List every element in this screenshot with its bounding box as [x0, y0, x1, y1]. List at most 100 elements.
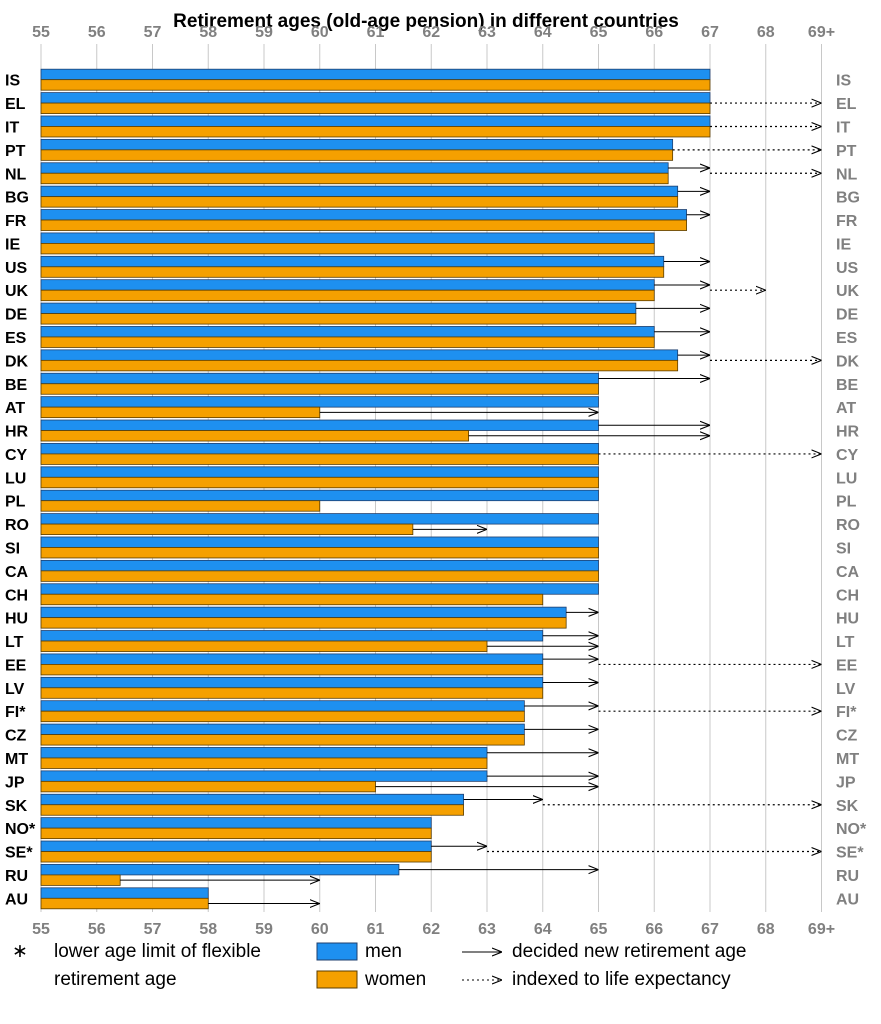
country-label-right: JP [836, 774, 856, 791]
bar-women [40, 874, 121, 886]
bar-women [40, 500, 321, 512]
x-tick-label-top: 67 [701, 24, 719, 41]
bar-men [40, 723, 525, 735]
legend-footnote-mark: ∗ [12, 941, 28, 962]
country-label-right: CA [836, 564, 860, 581]
country-label-left: SI [5, 540, 20, 557]
x-tick-label-bottom: 58 [199, 921, 217, 938]
x-tick-label-top: 61 [367, 24, 385, 41]
bar-men [40, 676, 544, 689]
x-tick-label-top: 55 [32, 24, 50, 41]
x-tick-label-top: 63 [478, 24, 496, 41]
bar-men [40, 770, 488, 782]
country-label-right: UK [836, 283, 860, 300]
bar-women [40, 102, 711, 114]
bar-men [40, 115, 711, 127]
x-tick-label-top: 69+ [808, 24, 835, 41]
bar-men [40, 466, 599, 478]
country-label-left: BG [5, 190, 29, 207]
bar-women [40, 476, 599, 489]
country-label-left: CZ [5, 728, 27, 745]
bar-men [40, 887, 209, 899]
bar-women [40, 219, 687, 231]
axis-ticks: 55 55 56 56 57 57 58 58 59 59 60 60 61 61 62 62 63 63 64 64… [32, 24, 835, 938]
x-tick-label-bottom: 56 [88, 921, 106, 938]
country-label-left: PL [5, 494, 26, 511]
bar-men [40, 419, 599, 431]
bar-women [40, 804, 464, 816]
country-label-left: UK [5, 283, 29, 300]
bar-men [40, 232, 655, 244]
country-label-left: MT [5, 751, 28, 768]
bar-women [40, 266, 665, 278]
country-label-right: RU [836, 868, 859, 885]
arrows [120, 103, 822, 903]
bar-women [40, 79, 711, 91]
country-label-left: DK [5, 353, 29, 370]
legend-footnote-line2: retirement age [54, 969, 177, 990]
bar-men [40, 92, 711, 104]
bar-women [40, 383, 599, 395]
bar-women [40, 149, 674, 161]
country-label-right: FR [836, 213, 858, 230]
country-label-right: LV [836, 681, 856, 698]
country-label-right: IS [836, 73, 851, 90]
country-label-right: CH [836, 587, 859, 604]
country-label-right: NL [836, 166, 858, 183]
bar-men [40, 302, 637, 314]
country-label-left: HU [5, 611, 28, 628]
bar-men [40, 840, 432, 852]
country-label-left: LV [5, 681, 25, 698]
country-label-right: IE [836, 236, 851, 253]
country-label-right: ES [836, 330, 858, 347]
bar-men [40, 513, 599, 525]
country-label-right: PT [836, 143, 857, 160]
bar-men [40, 864, 400, 876]
bar-men [40, 606, 567, 619]
country-label-right: BE [836, 377, 859, 394]
x-tick-label-top: 64 [534, 24, 552, 41]
bar-men [40, 747, 488, 759]
bars [40, 68, 711, 910]
x-tick-label-top: 65 [590, 24, 608, 41]
country-label-left: FR [5, 213, 27, 230]
legend: ∗ lower age limit of flexible retirement… [12, 941, 746, 990]
country-label-left: NL [5, 166, 27, 183]
bar-men [40, 68, 711, 81]
x-tick-label-bottom: 61 [367, 921, 385, 938]
country-label-left: EL [5, 96, 26, 113]
country-label-right: IT [836, 119, 850, 136]
bar-women [40, 757, 488, 769]
country-label-left: SK [5, 798, 28, 815]
bar-men [40, 489, 599, 502]
country-label-right: EE [836, 657, 858, 674]
x-tick-label-bottom: 57 [144, 921, 162, 938]
x-tick-label-top: 59 [255, 24, 273, 41]
country-label-right: FI* [836, 704, 857, 721]
legend-women-swatch [316, 970, 358, 989]
bar-men [40, 817, 432, 829]
bar-men [40, 559, 599, 572]
country-label-left: IE [5, 236, 20, 253]
country-labels: IS IS EL EL IT IT PT PT NL NL BG BG FR FR IE IE US US UK UK… [5, 73, 867, 909]
country-label-left: SE* [5, 845, 33, 862]
x-tick-label-top: 68 [757, 24, 775, 41]
bar-men [40, 653, 544, 665]
bar-women [40, 336, 655, 348]
x-tick-label-top: 62 [422, 24, 440, 41]
x-tick-label-top: 57 [144, 24, 162, 41]
legend-footnote-line1: lower age limit of flexible [54, 941, 261, 962]
x-tick-label-bottom: 62 [422, 921, 440, 938]
country-label-left: DE [5, 307, 28, 324]
country-label-right: SK [836, 798, 859, 815]
bar-women [40, 172, 669, 185]
country-label-left: NO* [5, 821, 36, 838]
bar-women [40, 547, 599, 559]
country-label-left: AT [5, 400, 25, 417]
bar-women [40, 126, 711, 138]
x-tick-label-bottom: 67 [701, 921, 719, 938]
country-label-left: IS [5, 73, 20, 90]
bar-women [40, 710, 525, 723]
x-tick-label-bottom: 55 [32, 921, 50, 938]
